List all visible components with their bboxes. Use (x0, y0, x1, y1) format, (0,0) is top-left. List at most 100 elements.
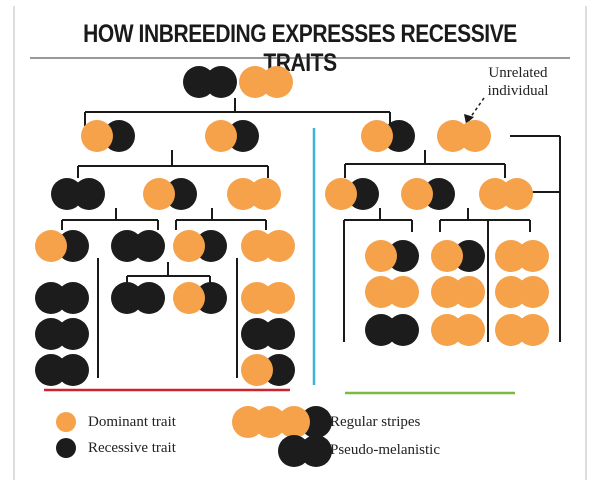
left-tree-pseudo-melanistic-individual (183, 66, 237, 98)
allele-circle-left (495, 240, 527, 272)
allele-circle-left (325, 178, 357, 210)
allele-circle-left (365, 314, 397, 346)
allele-circle-left (365, 276, 397, 308)
legend-regular-stripes-carrier (278, 406, 332, 438)
allele-circle-right (517, 240, 549, 272)
annotation-line-1: Unrelated (488, 65, 548, 81)
allele-circle-right (133, 230, 165, 262)
left-tree-regular-stripes-individual (227, 178, 281, 210)
right-tree-regular-stripes-individual (401, 178, 455, 210)
allele-circle-left (241, 230, 273, 262)
left-tree-regular-stripes-individual (173, 282, 227, 314)
left-tree-regular-stripes-individual (241, 230, 295, 262)
allele-circle-left (437, 120, 469, 152)
allele-circle-right (387, 240, 419, 272)
allele-circle-left (183, 66, 215, 98)
left-tree-pseudo-melanistic-individual (35, 282, 89, 314)
allele-circle-left (111, 282, 143, 314)
allele-circle-left (111, 230, 143, 262)
allele-circle-left (361, 120, 393, 152)
left-tree-regular-stripes-individual (205, 120, 259, 152)
allele-circle-right (57, 318, 89, 350)
allele-circle-left (278, 406, 310, 438)
allele-circle-right (195, 230, 227, 262)
allele-circle-left (365, 240, 397, 272)
annotation-line-2: individual (487, 83, 549, 99)
allele-circle-left (35, 230, 67, 262)
left-tree-pseudo-melanistic-individual (241, 318, 295, 350)
allele-circle-right (195, 282, 227, 314)
allele-circle-left (495, 276, 527, 308)
left-tree-regular-stripes-individual (241, 282, 295, 314)
allele-circle-left (241, 282, 273, 314)
legend-dominant-dot (56, 412, 76, 432)
allele-circle-left (51, 178, 83, 210)
allele-circle-right (387, 276, 419, 308)
allele-circle-right (517, 314, 549, 346)
allele-circle-right (73, 178, 105, 210)
allele-circle-right (423, 178, 455, 210)
allele-circle-left (495, 314, 527, 346)
allele-circle-right (133, 282, 165, 314)
right-tree-regular-stripes-individual (495, 276, 549, 308)
allele-circle-right (57, 282, 89, 314)
allele-circle-left (241, 354, 273, 386)
allele-circle-left (81, 120, 113, 152)
allele-circle-left (479, 178, 511, 210)
right-tree-regular-stripes-individual (365, 240, 419, 272)
allele-circle-left (232, 406, 264, 438)
allele-circle-left (401, 178, 433, 210)
allele-circle-right (165, 178, 197, 210)
left-tree-regular-stripes-individual (173, 230, 227, 262)
individuals (35, 66, 549, 467)
allele-circle-right (263, 230, 295, 262)
right-tree-regular-stripes-individual (495, 314, 549, 346)
annotation-arrowhead (464, 114, 474, 124)
allele-circle-right (453, 314, 485, 346)
allele-circle-left (35, 354, 67, 386)
allele-circle-right (387, 314, 419, 346)
right-tree-pseudo-melanistic-individual (365, 314, 419, 346)
legend-regular-stripes-label: Regular stripes (330, 414, 421, 430)
right-tree-regular-stripes-individual (361, 120, 415, 152)
allele-circle-right (347, 178, 379, 210)
diagram-title: HOW INBREEDING EXPRESSES RECESSIVE TRAIT… (83, 20, 517, 77)
left-tree-pseudo-melanistic-individual (35, 318, 89, 350)
left-tree-regular-stripes-individual (239, 66, 293, 98)
allele-circle-right (517, 276, 549, 308)
allele-circle-right (263, 282, 295, 314)
allele-circle-left (239, 66, 271, 98)
allele-circle-left (173, 230, 205, 262)
legend-pseudo-melanistic-symbol (278, 435, 332, 467)
allele-circle-right (300, 406, 332, 438)
pedigree-lines (61, 98, 561, 378)
right-tree-regular-stripes-individual (431, 314, 485, 346)
allele-circle-right (263, 354, 295, 386)
allele-circle-right (300, 435, 332, 467)
allele-circle-left (278, 435, 310, 467)
allele-circle-right (501, 178, 533, 210)
allele-circle-left (35, 282, 67, 314)
legend-pseudo-melanistic-label: Pseudo-melanistic (330, 442, 440, 458)
allele-circle-right (453, 240, 485, 272)
left-tree-regular-stripes-individual (81, 120, 135, 152)
allele-circle-left (227, 178, 259, 210)
left-tree-pseudo-melanistic-individual (111, 230, 165, 262)
unrelated-individual-label: Unrelated individual (468, 64, 568, 100)
allele-circle-right (459, 120, 491, 152)
allele-circle-right (453, 276, 485, 308)
right-tree-regular-stripes-individual (495, 240, 549, 272)
legend-recessive-dot (56, 438, 76, 458)
allele-circle-right (227, 120, 259, 152)
left-tree-regular-stripes-individual (35, 230, 89, 262)
allele-circle-left (205, 120, 237, 152)
annotation-arrow (469, 97, 485, 119)
allele-circle-right (57, 354, 89, 386)
allele-circle-right (103, 120, 135, 152)
right-tree-regular-stripes-individual (431, 240, 485, 272)
allele-circle-right (205, 66, 237, 98)
allele-circle-left (241, 318, 273, 350)
allele-circle-left (431, 276, 463, 308)
right-tree-regular-stripes-individual (365, 276, 419, 308)
